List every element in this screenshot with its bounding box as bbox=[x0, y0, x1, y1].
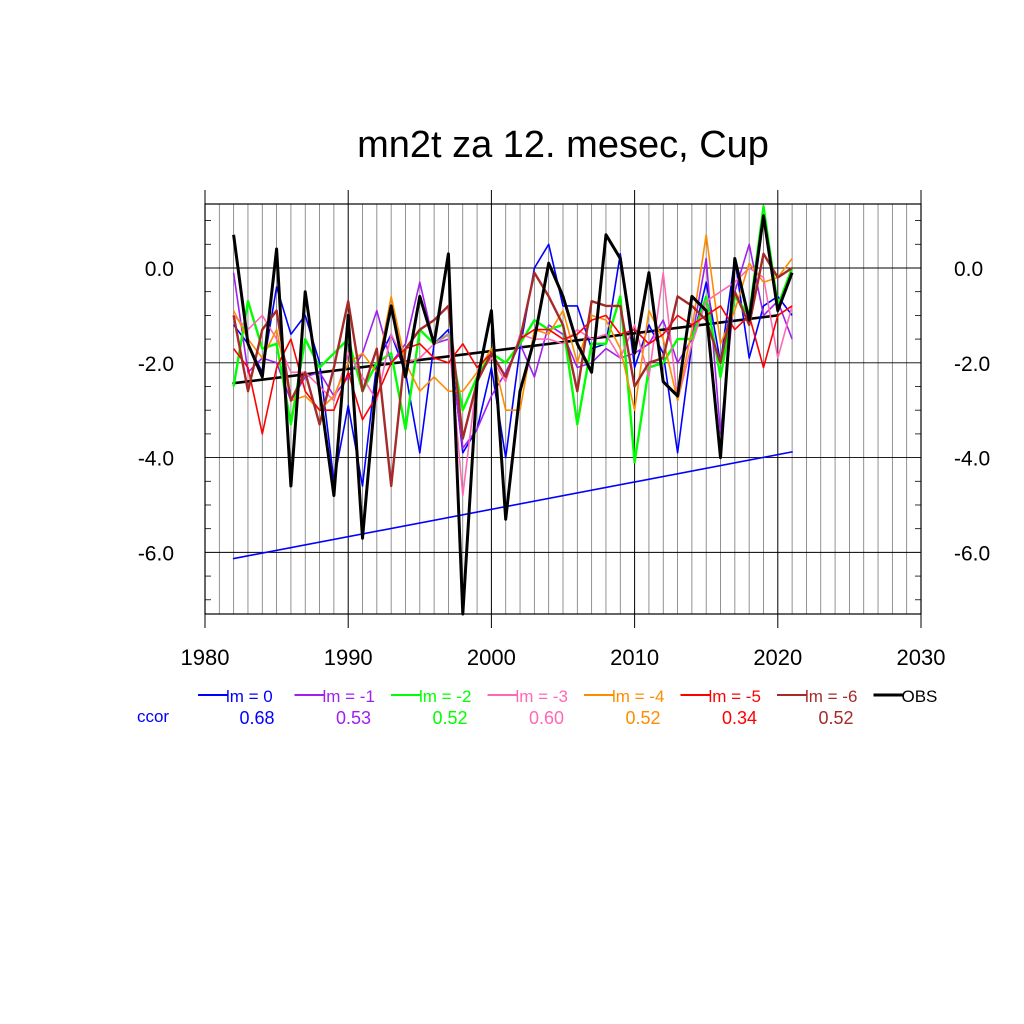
y-tick-label-left: -4.0 bbox=[138, 448, 174, 471]
ccor-value: 0.68 bbox=[239, 708, 274, 728]
series-line bbox=[232, 205, 794, 464]
ccor-value: 0.53 bbox=[336, 708, 371, 728]
legend-label: lm = 0 bbox=[226, 687, 273, 706]
legend-label: OBS bbox=[902, 687, 938, 706]
legend-label: lm = -6 bbox=[805, 687, 857, 706]
y-tick-label-right: -2.0 bbox=[954, 353, 990, 376]
x-tick-label: 2010 bbox=[610, 645, 659, 670]
legend-label: lm = -3 bbox=[516, 687, 568, 706]
series-line bbox=[232, 234, 793, 412]
x-tick-label: 2020 bbox=[753, 645, 802, 670]
legend-label: lm = -1 bbox=[323, 687, 375, 706]
series-line bbox=[232, 214, 794, 616]
ccor-label: ccor bbox=[137, 707, 169, 726]
y-tick-label-left: -2.0 bbox=[138, 353, 174, 376]
x-tick-label: 1990 bbox=[324, 645, 373, 670]
plot-frame bbox=[204, 203, 922, 615]
y-tick-label-right: -6.0 bbox=[954, 542, 990, 565]
x-tick-label: 2030 bbox=[897, 645, 946, 670]
series-line bbox=[232, 252, 793, 488]
ccor-value: 0.52 bbox=[432, 708, 467, 728]
ccor-value: 0.60 bbox=[529, 708, 564, 728]
series-lines bbox=[232, 205, 794, 616]
ccor-value: 0.52 bbox=[625, 708, 660, 728]
ccor-value: 0.52 bbox=[818, 708, 853, 728]
grid bbox=[205, 204, 921, 614]
axes: 1980 1990 2000 2010 2020 2030 0.0 0.0 -2.0 -2.0 -4… bbox=[138, 190, 990, 670]
y-tick-label-right: -4.0 bbox=[954, 448, 990, 471]
ccor-value: 0.34 bbox=[722, 708, 757, 728]
legend-label: lm = -4 bbox=[612, 687, 664, 706]
x-tick-label: 2000 bbox=[467, 645, 516, 670]
y-tick-label-right: 0.0 bbox=[954, 258, 983, 281]
legend: ccor lm = 0 0.68 lm = -1 0.53 lm = -2 0.52 lm … bbox=[137, 687, 937, 728]
x-tick-label: 1980 bbox=[181, 645, 230, 670]
y-tick-label-left: -6.0 bbox=[138, 542, 174, 565]
chart-title: mn2t za 12. mesec, Cup bbox=[357, 124, 769, 166]
legend-label: lm = -2 bbox=[419, 687, 471, 706]
legend-label: lm = -5 bbox=[709, 687, 761, 706]
trend-line bbox=[232, 451, 793, 560]
y-tick-label-left: 0.0 bbox=[145, 258, 174, 281]
